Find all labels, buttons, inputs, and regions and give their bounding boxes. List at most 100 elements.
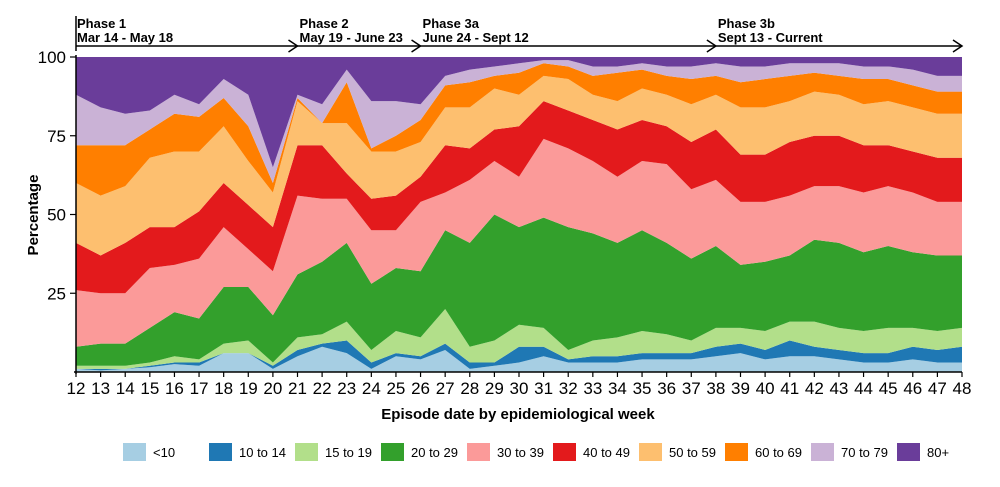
legend-item: <10 <box>123 443 175 461</box>
x-tick-label: 22 <box>313 379 332 398</box>
y-tick-label: 50 <box>47 206 66 225</box>
x-tick-label: 27 <box>436 379 455 398</box>
x-tick-label: 39 <box>731 379 750 398</box>
legend-swatch <box>639 443 662 461</box>
legend-label: 70 to 79 <box>841 445 888 460</box>
area-series-15-to-19 <box>76 309 962 369</box>
x-tick-label: 34 <box>608 379 627 398</box>
x-tick-label: 24 <box>362 379 381 398</box>
x-tick-label: 46 <box>903 379 922 398</box>
area-series-10-to-14 <box>76 340 962 371</box>
area-series-50-to-59 <box>76 75 962 256</box>
x-tick-label: 29 <box>485 379 504 398</box>
legend-swatch <box>553 443 576 461</box>
x-tick-label: 20 <box>263 379 282 398</box>
legend-swatch <box>725 443 748 461</box>
x-tick-label: 47 <box>928 379 947 398</box>
y-axis-title: Percentage <box>25 175 42 256</box>
x-axis: 12 13 14 15 16 17 18 19 20 21 22 23 24 25 26 27 28 29 30 31… <box>67 371 972 398</box>
x-tick-label: 32 <box>559 379 578 398</box>
legend-swatch <box>811 443 834 461</box>
x-tick-label: 48 <box>953 379 972 398</box>
area-series-60-to-69 <box>76 63 962 196</box>
x-tick-label: 33 <box>583 379 602 398</box>
y-axis: 25 50 75 100 <box>38 48 77 374</box>
phase-name: Phase 1 <box>77 16 126 31</box>
x-tick-label: 35 <box>633 379 652 398</box>
area-series-40-to-49 <box>76 101 962 294</box>
phase-date-range: Sept 13 - Current <box>718 30 823 45</box>
x-tick-label: 28 <box>460 379 479 398</box>
legend-item: 30 to 39 <box>467 443 544 461</box>
area-series-70-to-79 <box>76 60 962 183</box>
phase-date-range: Mar 14 - May 18 <box>77 30 173 45</box>
x-tick-label: 42 <box>805 379 824 398</box>
area-series-80- <box>76 57 962 168</box>
x-tick-label: 36 <box>657 379 676 398</box>
legend-item: 40 to 49 <box>553 443 630 461</box>
legend-swatch <box>381 443 404 461</box>
legend-item: 20 to 29 <box>381 443 458 461</box>
legend-label: 10 to 14 <box>239 445 286 460</box>
legend-swatch <box>897 443 920 461</box>
x-tick-label: 14 <box>116 379 135 398</box>
x-tick-label: 13 <box>91 379 110 398</box>
legend-label: <10 <box>153 445 175 460</box>
phase-name: Phase 3b <box>718 16 775 31</box>
legend-swatch <box>209 443 232 461</box>
y-tick-label: 75 <box>47 127 66 146</box>
phase-name: Phase 3a <box>423 16 480 31</box>
legend-label: 40 to 49 <box>583 445 630 460</box>
x-tick-label: 23 <box>337 379 356 398</box>
legend-label: 50 to 59 <box>669 445 716 460</box>
legend-label: 60 to 69 <box>755 445 802 460</box>
phase-arrow-head <box>952 39 964 53</box>
x-tick-label: 43 <box>829 379 848 398</box>
x-tick-label: 40 <box>756 379 775 398</box>
legend-label: 20 to 29 <box>411 445 458 460</box>
area-series-20-to-29 <box>76 214 962 366</box>
legend-item: 15 to 19 <box>295 443 372 461</box>
area-series-30-to-39 <box>76 138 962 347</box>
x-tick-label: 15 <box>140 379 159 398</box>
legend-item: 50 to 59 <box>639 443 716 461</box>
x-tick-label: 41 <box>780 379 799 398</box>
legend-swatch <box>467 443 490 461</box>
phase-name: Phase 2 <box>300 16 349 31</box>
x-axis-title: Episode date by epidemiological week <box>381 406 655 423</box>
phase-date-range: June 24 - Sept 12 <box>423 30 529 45</box>
legend-item: 80+ <box>897 443 949 461</box>
x-tick-label: 12 <box>67 379 86 398</box>
x-tick-label: 44 <box>854 379 873 398</box>
x-tick-label: 31 <box>534 379 553 398</box>
x-tick-label: 19 <box>239 379 258 398</box>
legend-item: 10 to 14 <box>209 443 286 461</box>
x-tick-label: 21 <box>288 379 307 398</box>
legend-label: 30 to 39 <box>497 445 544 460</box>
legend: <10 10 to 14 15 to 19 20 to 29 30 to 39 40 to… <box>123 443 949 461</box>
x-tick-label: 16 <box>165 379 184 398</box>
x-tick-label: 26 <box>411 379 430 398</box>
area-series--10 <box>76 346 962 372</box>
legend-label: 15 to 19 <box>325 445 372 460</box>
x-tick-label: 25 <box>386 379 405 398</box>
x-tick-label: 38 <box>706 379 725 398</box>
legend-swatch <box>123 443 146 461</box>
y-tick-label: 100 <box>38 48 66 67</box>
legend-swatch <box>295 443 318 461</box>
x-tick-label: 18 <box>214 379 233 398</box>
legend-item: 70 to 79 <box>811 443 888 461</box>
legend-item: 60 to 69 <box>725 443 802 461</box>
x-tick-label: 45 <box>879 379 898 398</box>
x-tick-label: 37 <box>682 379 701 398</box>
x-tick-label: 30 <box>510 379 529 398</box>
y-tick-label: 25 <box>47 284 66 303</box>
phase-date-range: May 19 - June 23 <box>300 30 403 45</box>
area-series-group <box>76 57 962 372</box>
